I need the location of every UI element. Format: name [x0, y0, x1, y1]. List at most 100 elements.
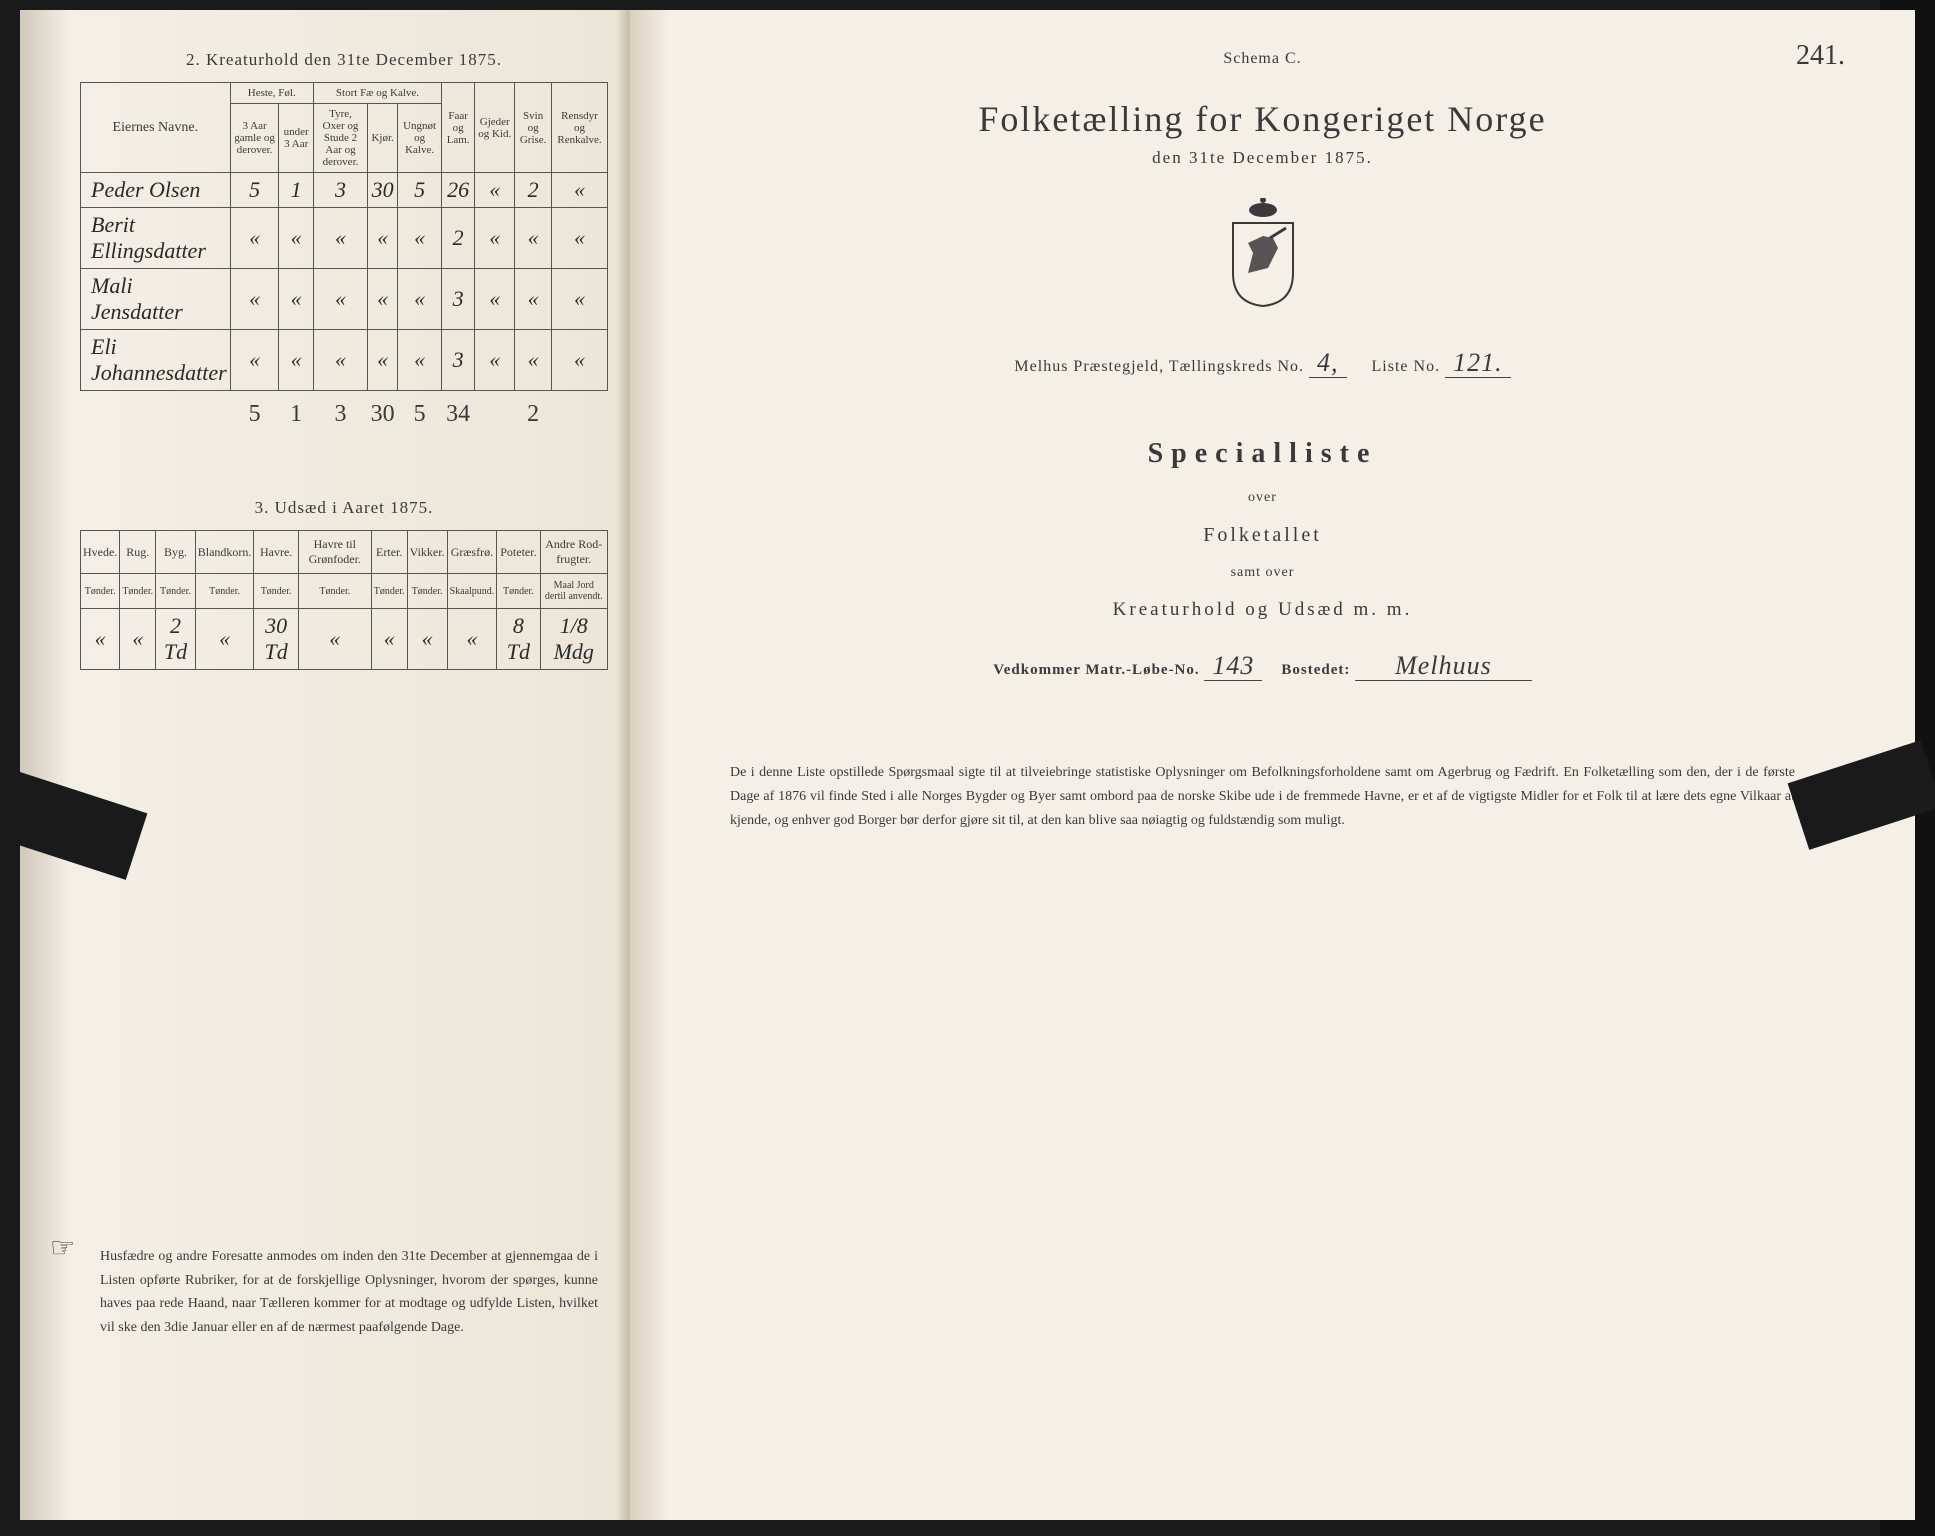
th: Rug.: [120, 531, 156, 574]
cell-value: «: [313, 330, 367, 391]
cell-value: «: [475, 208, 515, 269]
cell-value: «: [515, 269, 552, 330]
cell-value: «: [368, 269, 398, 330]
th-sub: Maal Jord dertil anvendt.: [540, 574, 608, 609]
th: Græsfrø.: [447, 531, 497, 574]
th-sub: Skaalpund.: [447, 574, 497, 609]
th-stort: Stort Fæ og Kalve.: [313, 83, 441, 104]
th: Vikker.: [407, 531, 447, 574]
sub-title: den 31te December 1875.: [690, 148, 1835, 168]
udsaed-title: 3. Udsæd i Aaret 1875.: [80, 498, 608, 518]
owner-name: Mali Jensdatter: [81, 269, 231, 330]
th: Havre.: [254, 531, 298, 574]
cell-value: 1: [279, 173, 313, 208]
cell-value: «: [552, 269, 608, 330]
main-title: Folketælling for Kongeriget Norge: [690, 98, 1835, 140]
totals-row: 513305342: [81, 391, 608, 439]
cell-value: 5: [398, 173, 442, 208]
folketallet-label: Folketallet: [690, 524, 1835, 547]
th-sub: Tønder.: [81, 574, 120, 609]
cell-value: 30 Td: [254, 609, 298, 670]
th-sub: Tønder.: [298, 574, 371, 609]
cell-value: «: [371, 609, 407, 670]
th: Andre Rod-frugter.: [540, 531, 608, 574]
vedk-label1: Vedkommer Matr.-Løbe-No.: [993, 662, 1199, 678]
cell-value: «: [552, 208, 608, 269]
cell-value: «: [279, 208, 313, 269]
meta-liste-label: Liste No.: [1372, 358, 1441, 375]
cell-value: 5: [230, 173, 279, 208]
cell-value: 5: [230, 391, 279, 439]
kreaturhold-title: 2. Kreaturhold den 31te December 1875.: [80, 50, 608, 70]
cell-value: [81, 391, 231, 439]
cell-value: «: [515, 208, 552, 269]
cell-value: «: [279, 269, 313, 330]
owner-name: Eli Johannesdatter: [81, 330, 231, 391]
cell-value: «: [230, 330, 279, 391]
cell-value: «: [313, 269, 367, 330]
left-page: 2. Kreaturhold den 31te December 1875. E…: [20, 10, 630, 1520]
cell-value: [475, 391, 515, 439]
cell-value: 8 Td: [497, 609, 540, 670]
cell-value: «: [398, 330, 442, 391]
cell-value: 2: [515, 391, 552, 439]
th: Blandkorn.: [195, 531, 254, 574]
kreaturhold-table: Eiernes Navne. Heste, Føl. Stort Fæ og K…: [80, 82, 608, 438]
cell-value: «: [279, 330, 313, 391]
coat-of-arms-icon: [1218, 198, 1308, 308]
th-sub: Tønder.: [195, 574, 254, 609]
page-number: 241.: [1796, 40, 1845, 72]
meta-kreds: 4,: [1309, 348, 1347, 378]
cell-value: «: [195, 609, 254, 670]
meta-line: Melhus Præstegjeld, Tællingskreds No. 4,…: [690, 348, 1835, 378]
th-heste-a: 3 Aar gamle og derover.: [230, 104, 279, 173]
cell-value: 3: [313, 391, 367, 439]
cell-value: «: [368, 208, 398, 269]
cell-value: 34: [442, 391, 475, 439]
cell-value: «: [230, 269, 279, 330]
owner-name: Peder Olsen: [81, 173, 231, 208]
cell-value: «: [368, 330, 398, 391]
th-heste-b: under 3 Aar: [279, 104, 313, 173]
table-row: Peder Olsen51330526«2«: [81, 173, 608, 208]
owner-name: Berit Ellingsdatter: [81, 208, 231, 269]
schema-label: Schema C.: [690, 50, 1835, 68]
specialliste-title: Specialliste: [690, 438, 1835, 470]
vedk-val1: 143: [1204, 651, 1262, 681]
cell-value: «: [475, 330, 515, 391]
th-sub: Tønder.: [407, 574, 447, 609]
th: Byg.: [156, 531, 196, 574]
table-row: Eli Johannesdatter«««««3«««: [81, 330, 608, 391]
th-sub: Tønder.: [120, 574, 156, 609]
cell-value: «: [398, 269, 442, 330]
kreatur-label: Kreaturhold og Udsæd m. m.: [690, 599, 1835, 621]
vedk-val2: Melhuus: [1355, 651, 1532, 681]
cell-value: 3: [313, 173, 367, 208]
left-footer-text: Husfædre og andre Foresatte anmodes om i…: [20, 1245, 628, 1340]
cell-value: 5: [398, 391, 442, 439]
cell-value: «: [313, 208, 367, 269]
right-footer-text: De i denne Liste opstillede Spørgsmaal s…: [690, 761, 1835, 832]
cell-value: «: [475, 173, 515, 208]
cell-value: «: [552, 173, 608, 208]
th-stort-c: Ungnøt og Kalve.: [398, 104, 442, 173]
udsaed-table: Hvede.Rug.Byg.Blandkorn.Havre.Havre til …: [80, 530, 608, 670]
cell-value: 2: [515, 173, 552, 208]
th-faar: Faar og Lam.: [442, 83, 475, 173]
th-sub: Tønder.: [254, 574, 298, 609]
th-sub: Tønder.: [371, 574, 407, 609]
th-sub: Tønder.: [156, 574, 196, 609]
th-stort-a: Tyre, Oxer og Stude 2 Aar og derover.: [313, 104, 367, 173]
cell-value: 26: [442, 173, 475, 208]
table-row: Berit Ellingsdatter«««««2«««: [81, 208, 608, 269]
cell-value: «: [447, 609, 497, 670]
th: Erter.: [371, 531, 407, 574]
cell-value: «: [230, 208, 279, 269]
th-sub: Tønder.: [497, 574, 540, 609]
cell-value: «: [298, 609, 371, 670]
cell-value: 2 Td: [156, 609, 196, 670]
th-name: Eiernes Navne.: [81, 83, 231, 173]
th: Poteter.: [497, 531, 540, 574]
th-svin: Svin og Grise.: [515, 83, 552, 173]
meta-prefix: Melhus Præstegjeld, Tællingskreds No.: [1014, 358, 1304, 375]
